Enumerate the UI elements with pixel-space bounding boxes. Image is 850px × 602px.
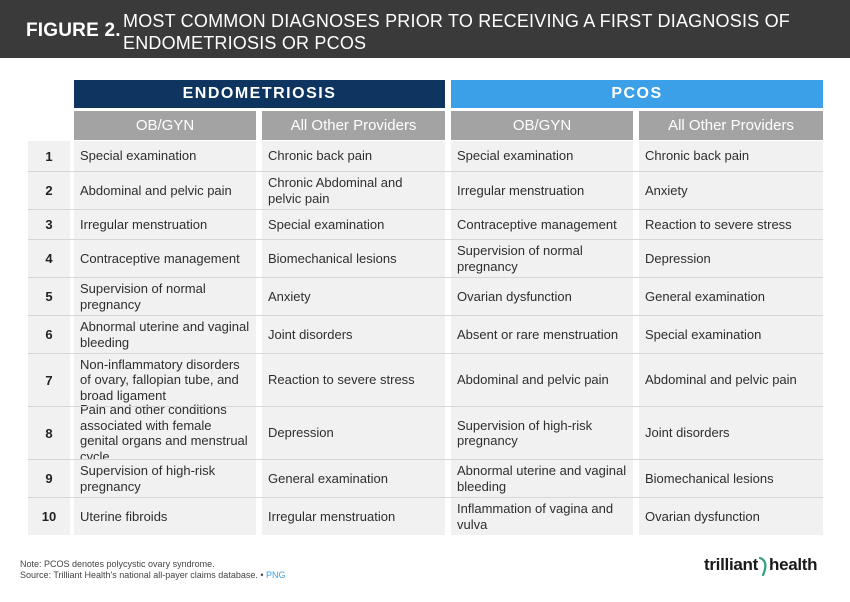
endometriosis-obgyn-cell: Abdominal and pelvic pain [74, 172, 256, 209]
row-divider [28, 171, 823, 172]
pcos-obgyn-cell: Ovarian dysfunction [451, 278, 633, 315]
endometriosis-obgyn-cell: Irregular menstruation [74, 210, 256, 239]
pcos-obgyn-cell: Abdominal and pelvic pain [451, 354, 633, 406]
pcos-obgyn-cell: Absent or rare menstruation [451, 316, 633, 353]
logo-text-trilliant: trilliant [704, 555, 758, 574]
row-number: 6 [28, 316, 70, 353]
pcos-other-providers-cell: Chronic back pain [639, 141, 823, 171]
logo-text-health: health [768, 555, 818, 574]
row-number: 8 [28, 407, 70, 459]
endometriosis-other-providers-cell: General examination [262, 460, 445, 497]
pcos-other-providers-cell: Reaction to severe stress [639, 210, 823, 239]
footer-notes: Note: PCOS denotes polycystic ovary synd… [20, 559, 286, 581]
pcos-other-providers-header: All Other Providers [639, 111, 823, 140]
pcos-obgyn-cell: Contraceptive management [451, 210, 633, 239]
pcos-obgyn-cell: Inflammation of vagina and vulva [451, 498, 633, 535]
png-download-link[interactable]: PNG [266, 570, 286, 580]
pcos-obgyn-cell: Supervision of normal pregnancy [451, 240, 633, 277]
row-number: 9 [28, 460, 70, 497]
row-number: 3 [28, 210, 70, 239]
endometriosis-obgyn-cell: Uterine fibroids [74, 498, 256, 535]
pcos-obgyn-cell: Supervision of high-risk pregnancy [451, 407, 633, 459]
endometriosis-obgyn-cell: Pain and other conditions associated wit… [74, 402, 256, 464]
pcos-other-providers-cell: Ovarian dysfunction [639, 498, 823, 535]
footer-source-line: Source: Trilliant Health's national all-… [20, 570, 286, 581]
row-divider [28, 315, 823, 316]
logo-swoosh-icon [758, 556, 767, 576]
endometriosis-other-providers-cell: Chronic Abdominal and pelvic pain [262, 172, 445, 209]
endometriosis-obgyn-header: OB/GYN [74, 111, 256, 140]
row-divider [28, 277, 823, 278]
row-number: 1 [28, 141, 70, 171]
figure-header: FIGURE 2. MOST COMMON DIAGNOSES PRIOR TO… [0, 0, 850, 58]
pcos-other-providers-cell: Depression [639, 240, 823, 277]
row-number: 10 [28, 498, 70, 535]
trilliant-health-logo: trilliant health [704, 555, 818, 576]
pcos-obgyn-cell: Irregular menstruation [451, 172, 633, 209]
endometriosis-other-providers-cell: Chronic back pain [262, 141, 445, 171]
endometriosis-other-providers-cell: Irregular menstruation [262, 498, 445, 535]
endometriosis-other-providers-cell: Special examination [262, 210, 445, 239]
endometriosis-obgyn-cell: Abnormal uterine and vaginal bleeding [74, 316, 256, 353]
row-number: 7 [28, 354, 70, 406]
endometriosis-obgyn-cell: Special examination [74, 141, 256, 171]
row-number: 2 [28, 172, 70, 209]
pcos-other-providers-cell: Abdominal and pelvic pain [639, 354, 823, 406]
pcos-other-providers-cell: Special examination [639, 316, 823, 353]
footer-source: Source: Trilliant Health's national all-… [20, 570, 258, 580]
pcos-other-providers-cell: Anxiety [639, 172, 823, 209]
endometriosis-other-providers-cell: Reaction to severe stress [262, 354, 445, 406]
row-divider [28, 406, 823, 407]
pcos-other-providers-cell: Biomechanical lesions [639, 460, 823, 497]
figure-title: MOST COMMON DIAGNOSES PRIOR TO RECEIVING… [123, 11, 790, 53]
endometriosis-other-providers-cell: Joint disorders [262, 316, 445, 353]
pcos-obgyn-header: OB/GYN [451, 111, 633, 140]
endometriosis-other-providers-header: All Other Providers [262, 111, 445, 140]
endometriosis-obgyn-cell: Contraceptive management [74, 240, 256, 277]
row-divider [28, 497, 823, 498]
row-number: 4 [28, 240, 70, 277]
row-divider [28, 209, 823, 210]
row-number: 5 [28, 278, 70, 315]
endometriosis-other-providers-cell: Biomechanical lesions [262, 240, 445, 277]
endometriosis-group-header: ENDOMETRIOSIS [74, 80, 445, 108]
pcos-group-header: PCOS [451, 80, 823, 108]
endometriosis-other-providers-cell: Depression [262, 407, 445, 459]
row-divider [28, 353, 823, 354]
pcos-other-providers-cell: Joint disorders [639, 407, 823, 459]
row-divider [28, 239, 823, 240]
endometriosis-obgyn-cell: Supervision of high-risk pregnancy [74, 460, 256, 497]
pcos-obgyn-cell: Special examination [451, 141, 633, 171]
footer-separator: • [260, 570, 264, 580]
footer-note: Note: PCOS denotes polycystic ovary synd… [20, 559, 215, 569]
row-divider [28, 459, 823, 460]
pcos-other-providers-cell: General examination [639, 278, 823, 315]
pcos-obgyn-cell: Abnormal uterine and vaginal bleeding [451, 460, 633, 497]
endometriosis-obgyn-cell: Supervision of normal pregnancy [74, 278, 256, 315]
endometriosis-other-providers-cell: Anxiety [262, 278, 445, 315]
figure-label: FIGURE 2. [26, 20, 121, 41]
endometriosis-obgyn-cell: Non-inflammatory disorders of ovary, fal… [74, 354, 256, 406]
